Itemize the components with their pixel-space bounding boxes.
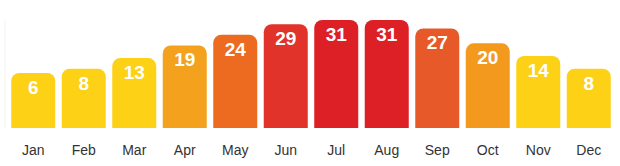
bar xyxy=(466,43,510,128)
data-label: 27 xyxy=(427,32,448,53)
bar xyxy=(213,35,257,128)
category-label: Nov xyxy=(526,142,551,158)
category-label: Dec xyxy=(576,142,601,158)
bar xyxy=(415,28,459,128)
category-label: May xyxy=(222,142,248,158)
bar xyxy=(62,69,106,128)
bar xyxy=(516,56,560,128)
category-label: Oct xyxy=(477,142,499,158)
data-label: 14 xyxy=(528,60,550,81)
data-label: 20 xyxy=(477,47,498,68)
category-label: Aug xyxy=(374,142,399,158)
chart-svg: 6 Jan 8 Feb 13 Mar 19 Apr 24 May 29 Jun 31 Jul 31 Aug 27… xyxy=(0,0,620,166)
category-label: Mar xyxy=(122,142,146,158)
data-label: 24 xyxy=(225,39,247,60)
data-label: 31 xyxy=(326,24,348,45)
data-label: 13 xyxy=(124,62,145,83)
bars xyxy=(11,20,611,128)
chart-container: 6 Jan 8 Feb 13 Mar 19 Apr 24 May 29 Jun 31 Jul 31 Aug 27… xyxy=(0,0,620,166)
category-label: Jan xyxy=(22,142,45,158)
data-label: 8 xyxy=(583,73,594,94)
bar xyxy=(11,73,55,128)
bar xyxy=(264,24,308,128)
data-label: 19 xyxy=(174,49,195,70)
category-label: Jul xyxy=(327,142,345,158)
data-label: 31 xyxy=(376,24,398,45)
bar xyxy=(567,69,611,128)
category-label: Apr xyxy=(174,142,196,158)
data-label: 8 xyxy=(78,73,89,94)
data-label: 6 xyxy=(28,77,39,98)
category-label: Feb xyxy=(72,142,96,158)
bar xyxy=(314,20,358,128)
bar xyxy=(365,20,409,128)
category-label: Jun xyxy=(274,142,297,158)
y-axis-line xyxy=(5,20,6,128)
labels: 6 Jan 8 Feb 13 Mar 19 Apr 24 May 29 Jun 31 Jul 31 Aug 27… xyxy=(22,24,601,158)
category-label: Sep xyxy=(425,142,450,158)
data-label: 29 xyxy=(275,28,296,49)
bar xyxy=(163,45,207,128)
bar xyxy=(112,58,156,128)
